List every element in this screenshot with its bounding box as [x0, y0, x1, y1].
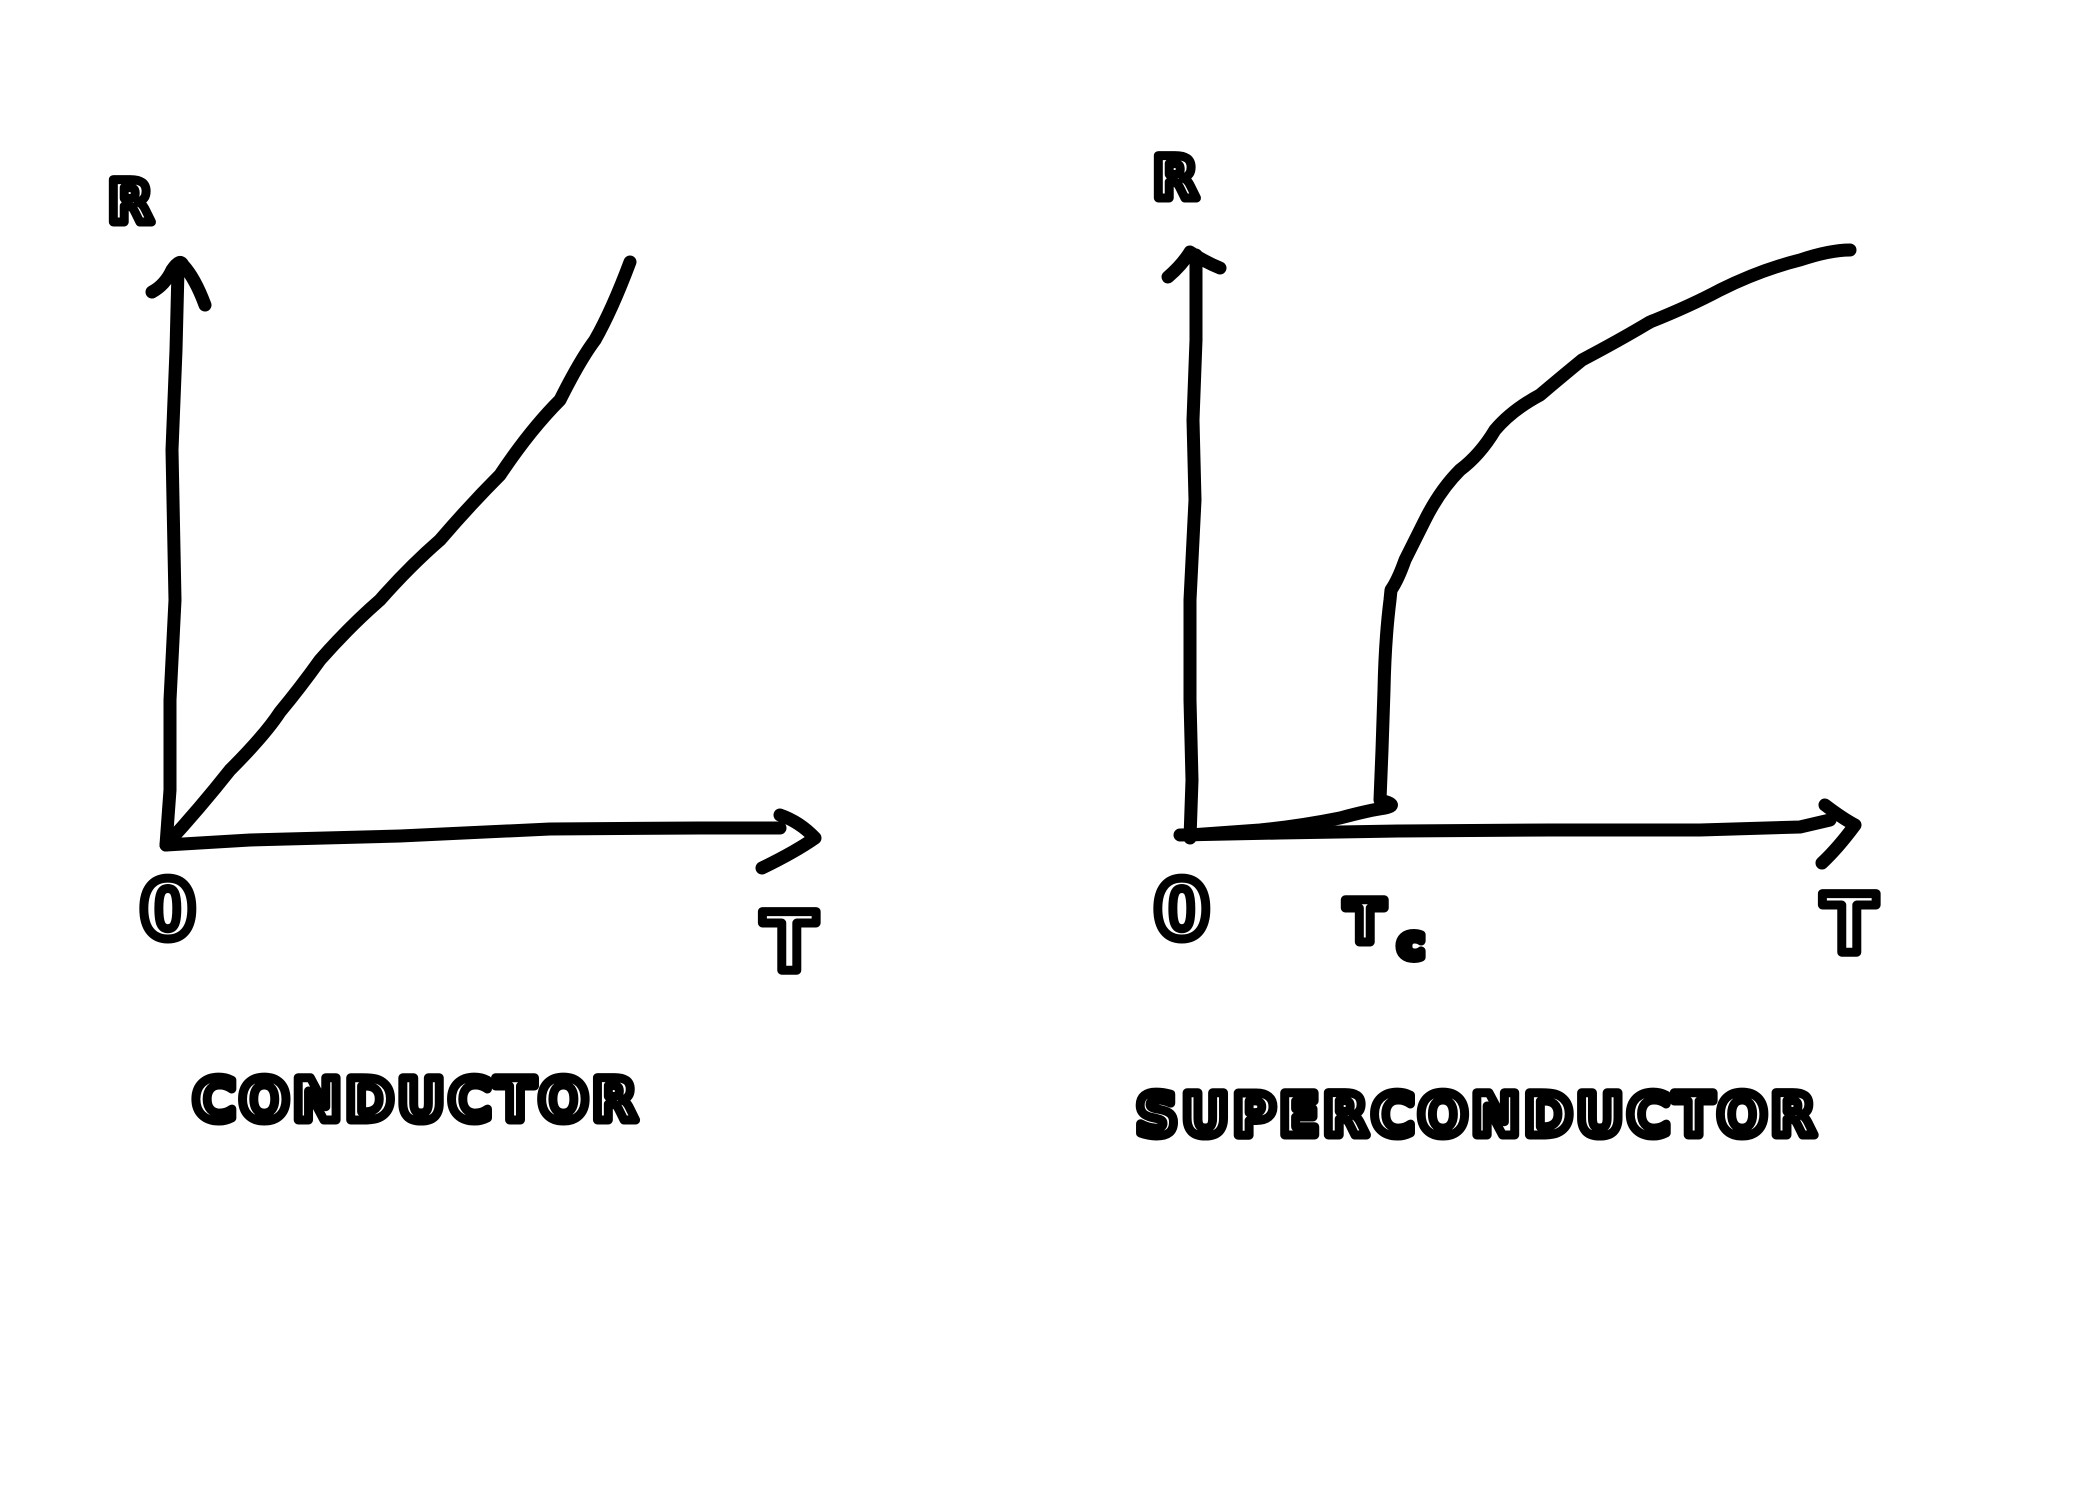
left-y-arrowhead — [145, 256, 212, 312]
right-y-axis — [1183, 248, 1203, 845]
conductor-caption: CONDUCTOR — [193, 1066, 641, 1134]
left-y-axis — [159, 263, 185, 852]
superconductor-caption: SUPERCONDUCTOR — [1136, 1081, 1819, 1149]
conductor-graph: R 0 T CONDUCTOR — [104, 164, 822, 1139]
right-x-axis-label: T — [1822, 878, 1881, 971]
critical-temp-subscript: c — [1398, 918, 1428, 969]
superconductor-graph: R 0 T c T SUPERCONDUCTOR — [1132, 140, 1882, 1154]
left-x-arrowhead — [755, 808, 822, 875]
left-x-axis-label: T — [762, 896, 821, 989]
superconductor-curve — [1183, 243, 1857, 842]
right-y-arrowhead — [1161, 245, 1227, 284]
conductor-curve — [159, 255, 637, 852]
left-x-axis — [159, 821, 787, 852]
critical-temp-label: T — [1345, 888, 1389, 956]
left-origin-label: 0 — [140, 864, 200, 957]
left-y-axis-label: R — [108, 168, 157, 236]
right-y-axis-label: R — [1153, 144, 1202, 212]
right-origin-label: 0 — [1154, 864, 1214, 957]
right-x-arrowhead — [1815, 798, 1862, 870]
